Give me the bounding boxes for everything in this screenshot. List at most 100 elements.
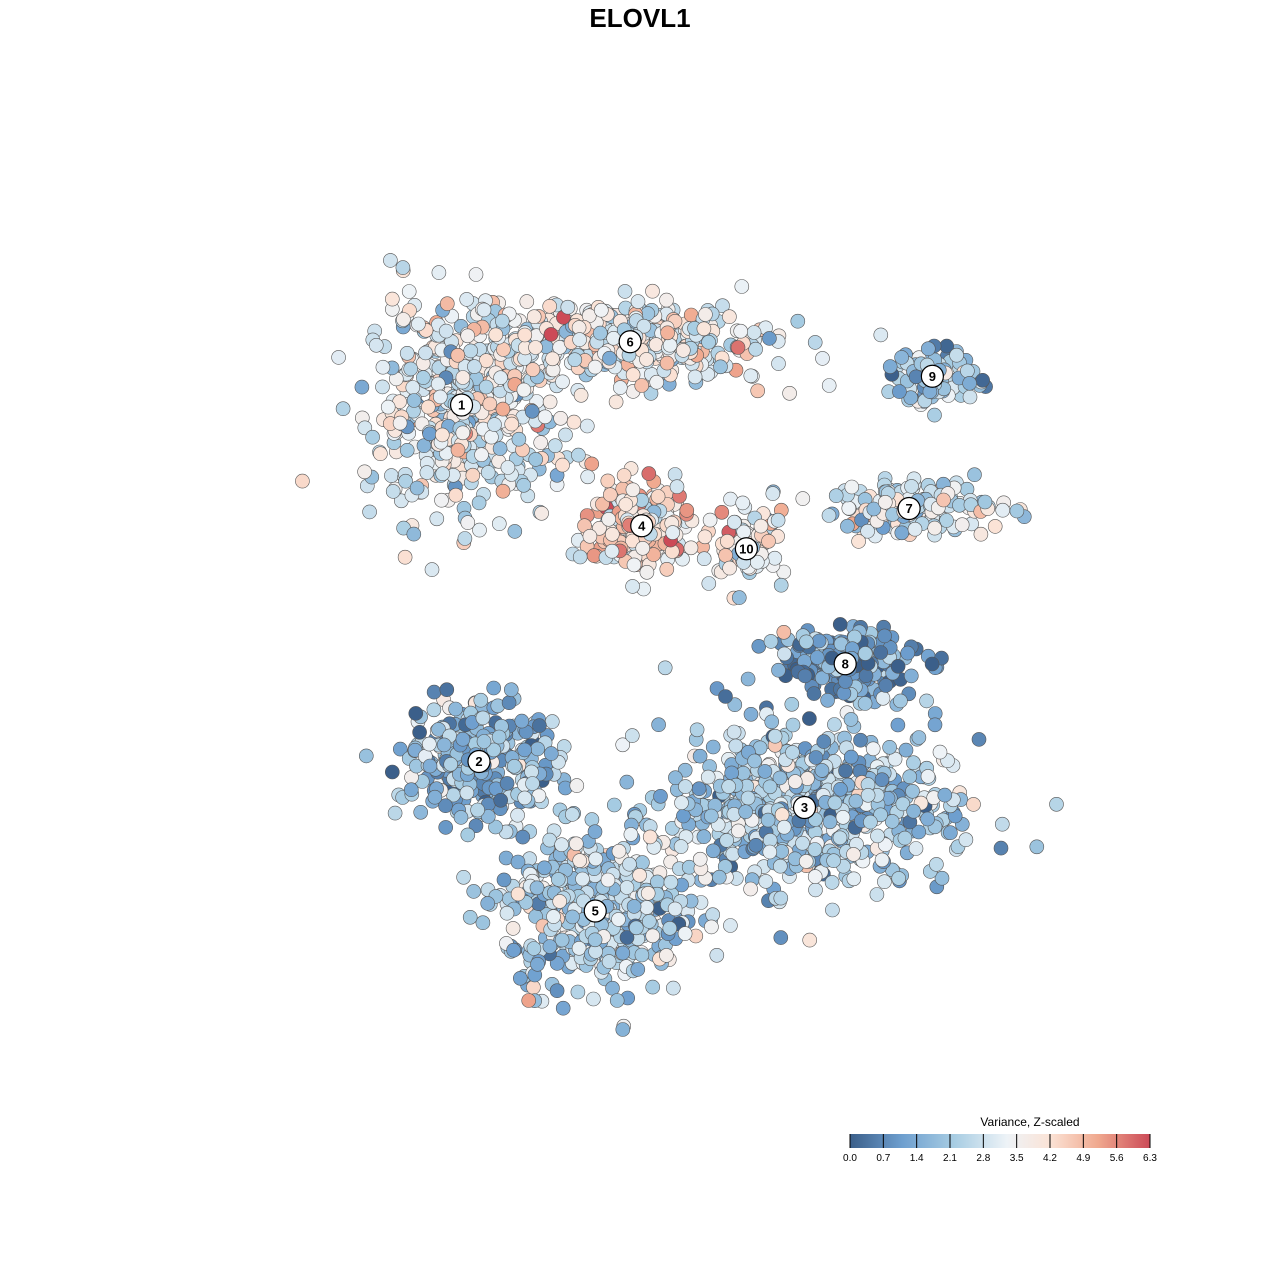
cell-point <box>434 427 450 443</box>
cell-point <box>894 350 909 365</box>
cell-point <box>510 886 526 902</box>
cell-point <box>906 755 921 771</box>
legend-color-bar <box>850 1134 1150 1148</box>
cell-point <box>723 918 738 933</box>
cell-point <box>851 534 866 549</box>
cell-point <box>924 656 940 672</box>
cell-point <box>966 797 981 812</box>
cell-point <box>645 979 661 995</box>
cell-point <box>762 779 778 795</box>
cell-point <box>773 930 789 945</box>
cell-point <box>645 283 660 299</box>
cell-point <box>807 842 823 857</box>
cluster-label-2: 2 <box>467 749 491 774</box>
cell-point <box>873 645 889 660</box>
cell-point <box>662 337 678 353</box>
cell-point <box>882 739 897 755</box>
cell-point <box>546 909 561 924</box>
cell-point <box>626 899 642 914</box>
cell-point <box>920 769 936 784</box>
cell-point <box>808 882 823 898</box>
cell-point <box>476 734 492 749</box>
cell-point <box>649 374 665 390</box>
cell-point <box>409 480 425 496</box>
cell-point <box>459 785 475 801</box>
cell-point <box>571 940 587 956</box>
legend-tick-label: 0.0 <box>843 1153 857 1164</box>
cell-point <box>782 385 797 401</box>
cell-point <box>460 515 476 530</box>
cell-point <box>825 902 840 918</box>
cell-point <box>905 783 920 799</box>
cell-point <box>785 745 800 760</box>
cell-point <box>431 265 447 280</box>
legend-tick-label: 0.7 <box>876 1153 890 1164</box>
cell-point <box>667 901 683 917</box>
cell-point <box>639 352 654 367</box>
cell-point <box>800 771 815 786</box>
cell-point <box>602 487 618 503</box>
cell-point <box>920 341 936 357</box>
cell-point <box>902 769 918 785</box>
cell-point <box>362 504 377 520</box>
cell-point <box>865 741 881 757</box>
cell-point <box>746 325 762 340</box>
cell-point <box>438 323 454 339</box>
cell-point <box>877 628 892 644</box>
cell-point <box>512 970 528 986</box>
cell-point <box>430 376 446 392</box>
cell-point <box>439 296 455 312</box>
cell-point <box>619 880 635 895</box>
cell-point <box>765 486 781 501</box>
cell-point <box>384 468 399 483</box>
cell-point <box>662 920 678 936</box>
cell-point <box>701 334 716 350</box>
cell-point <box>530 741 545 757</box>
cell-point <box>572 549 588 565</box>
cell-point <box>814 670 830 686</box>
cell-point <box>453 810 469 825</box>
cell-point <box>438 820 454 835</box>
cell-point <box>995 502 1011 518</box>
cell-point <box>866 501 882 517</box>
cell-point <box>891 871 907 886</box>
cell-point <box>743 881 758 897</box>
cell-point <box>958 832 974 848</box>
cell-point <box>622 856 637 872</box>
cell-point <box>380 399 396 415</box>
cell-point <box>491 729 507 745</box>
cluster-label-5: 5 <box>583 899 607 923</box>
cell-point <box>616 468 632 483</box>
cell-point <box>435 466 451 482</box>
cell-point <box>623 827 639 842</box>
legend-tick-label: 2.8 <box>976 1153 990 1164</box>
cell-point <box>566 414 582 430</box>
cell-point <box>873 327 889 343</box>
cell-point <box>635 540 651 556</box>
cell-point <box>516 382 532 398</box>
cell-point <box>795 835 810 851</box>
cell-point <box>665 980 681 996</box>
cell-point <box>809 650 825 665</box>
cell-point <box>564 807 580 822</box>
cell-point <box>858 668 874 684</box>
cell-point <box>582 528 598 544</box>
cluster-label-7: 7 <box>897 496 921 521</box>
cell-point <box>821 378 837 393</box>
cell-point <box>418 345 433 361</box>
cluster-label-text: 9 <box>929 369 936 384</box>
cluster-label-text: 2 <box>475 754 482 769</box>
cell-point <box>392 415 408 431</box>
cell-point <box>636 318 652 334</box>
cell-point <box>824 875 840 890</box>
cell-point <box>659 948 674 963</box>
cell-point <box>615 945 631 961</box>
cell-point <box>665 525 681 540</box>
cell-point <box>626 557 642 573</box>
cell-point <box>543 327 559 342</box>
cell-point <box>543 746 559 761</box>
cell-point <box>560 299 576 315</box>
cell-point <box>807 869 823 884</box>
cell-point <box>385 484 401 499</box>
cell-point <box>943 825 958 841</box>
